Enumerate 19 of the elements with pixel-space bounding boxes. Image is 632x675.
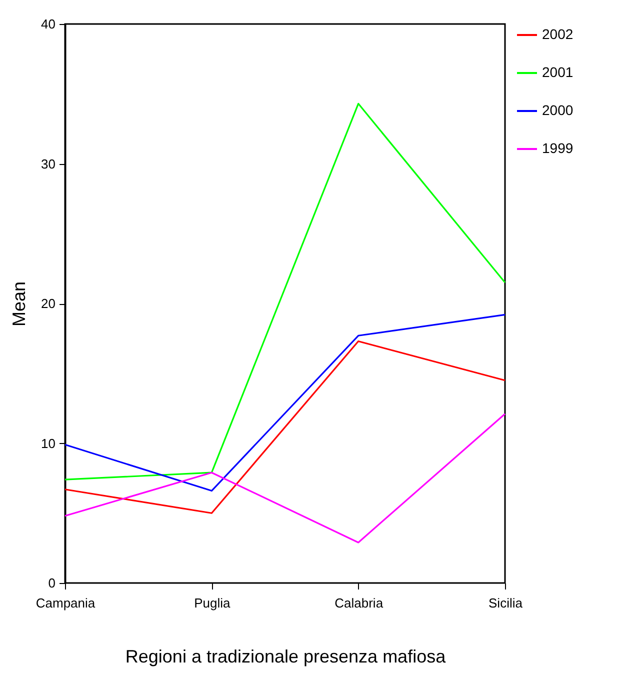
line-series — [64, 102, 506, 480]
x-axis-title: Regioni a tradizionale presenza mafiosa — [125, 646, 447, 666]
y-tick-label: 30 — [41, 156, 56, 172]
line-series — [64, 413, 506, 544]
x-tick-label: Campania — [36, 596, 96, 610]
line-series — [64, 340, 506, 514]
x-tick-label: Puglia — [194, 596, 232, 610]
legend-label: 2000 — [542, 102, 574, 118]
line-series — [64, 314, 506, 492]
legend-label: 2001 — [542, 64, 574, 80]
y-tick-label: 10 — [41, 436, 56, 451]
y-tick-label: 40 — [41, 16, 56, 32]
x-tick-label: Sicilia — [488, 596, 524, 610]
y-tick-label: 20 — [41, 296, 56, 311]
y-tick-label: 0 — [48, 576, 56, 590]
legend-label: 1999 — [542, 140, 574, 156]
legend-label: 2002 — [542, 26, 574, 42]
x-tick-label: Calabria — [334, 596, 384, 610]
y-axis-title: Mean — [9, 281, 30, 327]
